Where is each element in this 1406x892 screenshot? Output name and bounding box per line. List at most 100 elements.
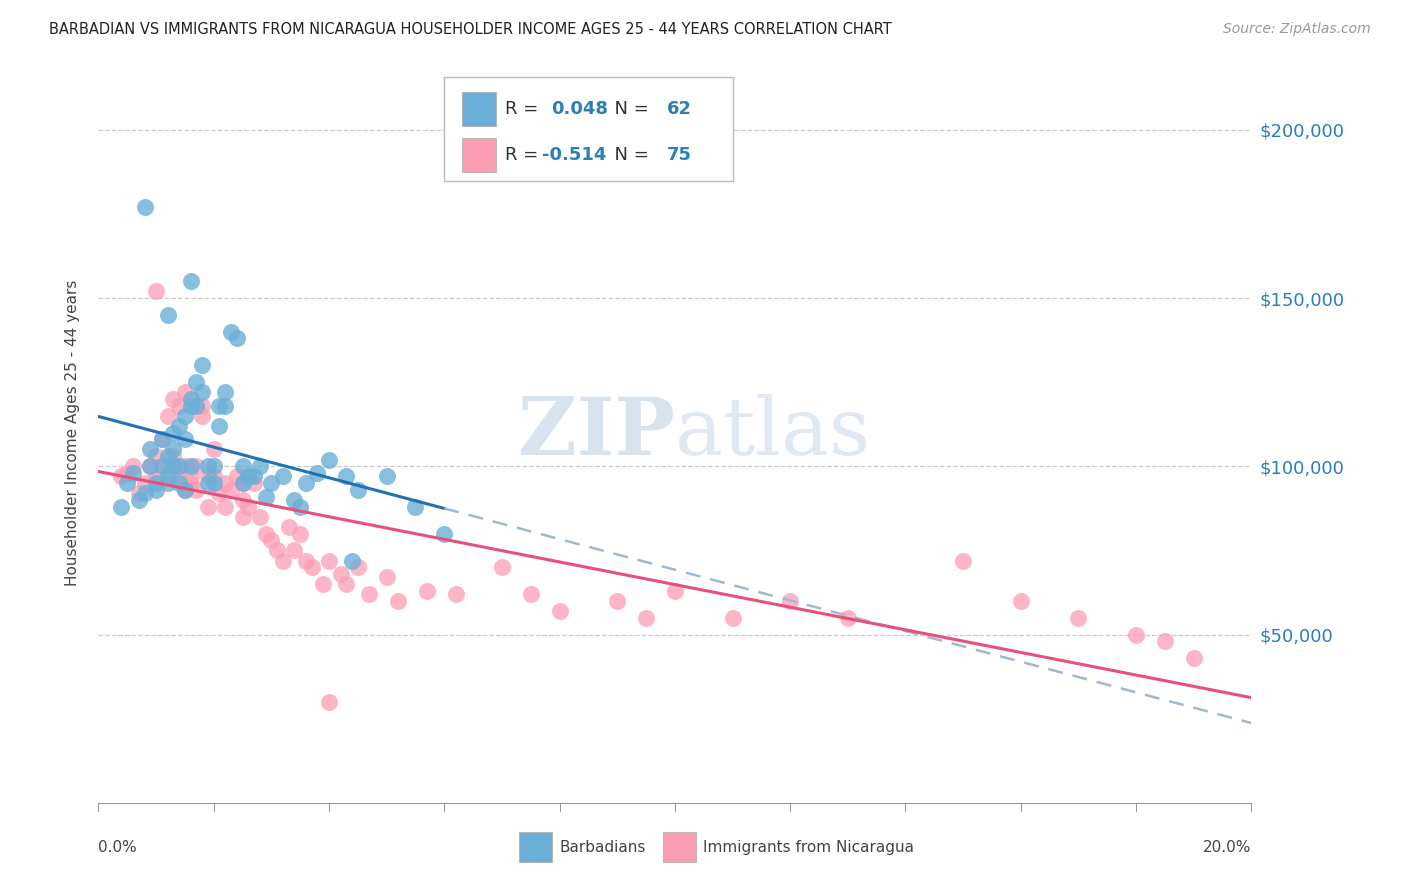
Point (150, 433, 173, 447)
Point (952, 553, 974, 567)
Text: 20.0%: 20.0% (1204, 839, 1251, 855)
Point (271, 469, 294, 483)
Point (139, 459, 162, 474)
Point (301, 560, 323, 574)
Point (225, 469, 247, 483)
Point (243, 476, 266, 491)
Point (295, 476, 318, 491)
Point (156, 308, 179, 322)
FancyBboxPatch shape (461, 138, 496, 171)
Point (346, 560, 368, 574)
Point (283, 543, 305, 558)
Point (208, 486, 231, 500)
Point (225, 331, 247, 345)
Point (249, 459, 271, 474)
Point (318, 452, 340, 467)
Point (122, 459, 145, 474)
Point (186, 483, 208, 497)
Point (162, 425, 184, 440)
Point (145, 449, 167, 463)
Point (214, 399, 236, 413)
Point (219, 325, 242, 339)
Point (186, 375, 208, 389)
Point (238, 469, 260, 483)
Point (117, 466, 139, 480)
Point (156, 459, 179, 474)
Point (219, 483, 242, 497)
Point (197, 476, 219, 491)
Point (290, 500, 312, 514)
Point (174, 483, 197, 497)
Point (260, 533, 283, 548)
Point (191, 409, 214, 423)
Text: ZIP: ZIP (517, 393, 675, 472)
Point (167, 476, 190, 491)
Point (375, 570, 398, 584)
Point (318, 553, 340, 567)
Point (197, 500, 219, 514)
Point (191, 385, 214, 400)
Point (254, 526, 277, 541)
Point (606, 594, 628, 608)
Point (312, 577, 335, 591)
Point (335, 577, 357, 591)
Text: 75: 75 (666, 146, 692, 164)
Point (150, 459, 173, 474)
Point (340, 553, 363, 567)
Point (214, 476, 236, 491)
Point (139, 459, 162, 474)
Y-axis label: Householder Income Ages 25 - 44 years: Householder Income Ages 25 - 44 years (65, 279, 80, 586)
Point (307, 466, 329, 480)
Point (191, 399, 214, 413)
Point (202, 469, 225, 483)
Point (174, 433, 197, 447)
Point (405, 500, 427, 514)
Point (1067, 610, 1090, 624)
Point (202, 442, 225, 457)
Point (1125, 627, 1147, 641)
Text: R =: R = (505, 146, 544, 164)
Point (295, 553, 318, 567)
Point (837, 610, 859, 624)
Point (180, 399, 202, 413)
Point (110, 500, 132, 514)
Point (162, 449, 184, 463)
Point (243, 469, 266, 483)
Point (180, 476, 202, 491)
Point (283, 492, 305, 507)
Point (191, 359, 214, 373)
Point (416, 583, 439, 598)
Point (208, 399, 231, 413)
Point (156, 449, 179, 463)
Point (128, 486, 150, 500)
Point (180, 392, 202, 406)
Point (162, 442, 184, 457)
FancyBboxPatch shape (444, 78, 733, 181)
Text: -0.514: -0.514 (543, 146, 606, 164)
Point (174, 385, 197, 400)
Point (260, 476, 283, 491)
Point (329, 566, 352, 581)
Point (150, 433, 173, 447)
Text: 0.048: 0.048 (551, 100, 609, 118)
Point (128, 492, 150, 507)
Point (145, 476, 167, 491)
Point (231, 459, 254, 474)
Point (156, 476, 179, 491)
Point (1154, 634, 1177, 648)
Point (214, 385, 236, 400)
Text: 62: 62 (666, 100, 692, 118)
Point (156, 409, 179, 423)
Point (375, 469, 398, 483)
Point (145, 483, 167, 497)
Point (721, 610, 744, 624)
FancyBboxPatch shape (519, 832, 551, 862)
Point (167, 418, 190, 433)
Point (636, 610, 658, 624)
Text: 0.0%: 0.0% (98, 839, 138, 855)
Point (249, 509, 271, 524)
Point (271, 553, 294, 567)
Point (180, 274, 202, 288)
Point (167, 459, 190, 474)
Point (277, 520, 299, 534)
